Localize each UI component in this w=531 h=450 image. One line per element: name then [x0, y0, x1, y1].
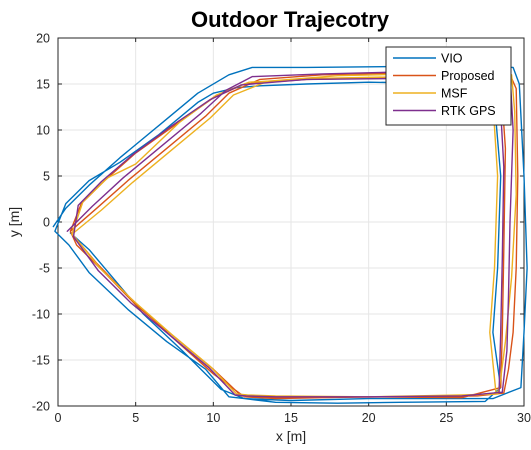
x-tick-label: 10: [206, 411, 220, 425]
x-axis-label: x [m]: [276, 428, 306, 444]
legend-label: RTK GPS: [441, 104, 496, 118]
legend: VIO Proposed MSF RTK GPS: [385, 46, 512, 126]
x-tick-label: 25: [439, 411, 453, 425]
y-tick-label: -10: [32, 308, 50, 322]
legend-label: MSF: [441, 87, 468, 101]
y-tick-label: 15: [36, 78, 50, 92]
x-tick-label: 15: [284, 411, 298, 425]
y-axis-ticks: -20 -15 -10 -5 0 5 10 15 20: [32, 32, 524, 414]
y-axis-label: y [m]: [6, 207, 22, 237]
x-tick-label: 20: [362, 411, 376, 425]
legend-box: [385, 46, 512, 126]
series-line-rtk-gps: [66, 70, 514, 398]
x-tick-label: 0: [55, 411, 62, 425]
y-tick-label: 20: [36, 32, 50, 46]
legend-label: VIO: [441, 52, 463, 66]
y-tick-label: -5: [39, 262, 50, 276]
y-tick-label: 10: [36, 124, 50, 138]
y-tick-label: -20: [32, 400, 50, 414]
series-line-msf: [71, 72, 517, 398]
y-tick-label: 5: [43, 170, 50, 184]
x-tick-label: 5: [132, 411, 139, 425]
chart-title: Outdoor Trajecotry: [191, 7, 390, 32]
legend-label: Proposed: [441, 69, 495, 83]
x-tick-label: 30: [517, 411, 531, 425]
y-tick-label: -15: [32, 354, 50, 368]
y-tick-label: 0: [43, 216, 50, 230]
